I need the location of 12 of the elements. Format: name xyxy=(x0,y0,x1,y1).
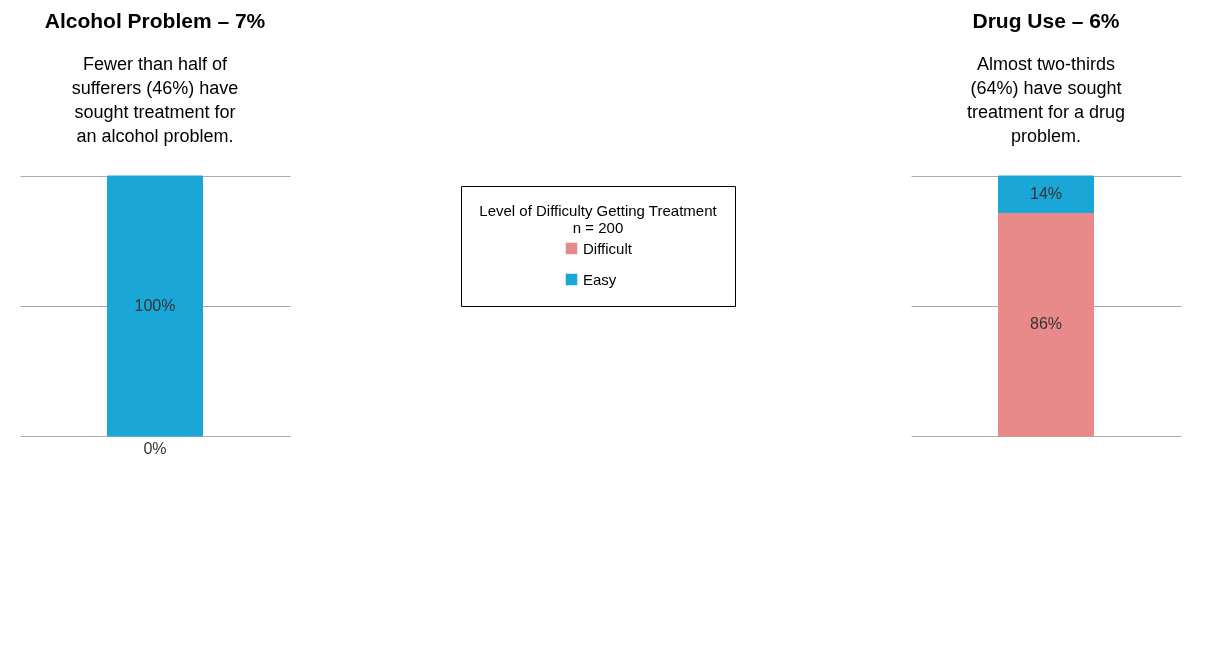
text: Almost two-thirds (64%) have sought treatment for a drug problem. xyxy=(966,53,1126,146)
data-label: 14% xyxy=(1029,185,1063,203)
text: n = 200 xyxy=(572,219,624,236)
annotation: 0% xyxy=(143,440,167,457)
chart-title: Drug Use – 6% xyxy=(972,8,1120,32)
text: Fewer than half of sufferers (46%) have sought treatment for an alcohol problem. xyxy=(71,53,239,146)
chart-title: Alcohol Problem – 7% xyxy=(44,8,266,32)
legend-title: Level of Difficulty Getting Treatment xyxy=(479,202,718,219)
data-label: 86% xyxy=(1029,315,1063,333)
legend-label: Easy xyxy=(583,270,617,288)
data-label: 100% xyxy=(134,297,176,314)
legend-label: Difficult xyxy=(583,239,633,257)
